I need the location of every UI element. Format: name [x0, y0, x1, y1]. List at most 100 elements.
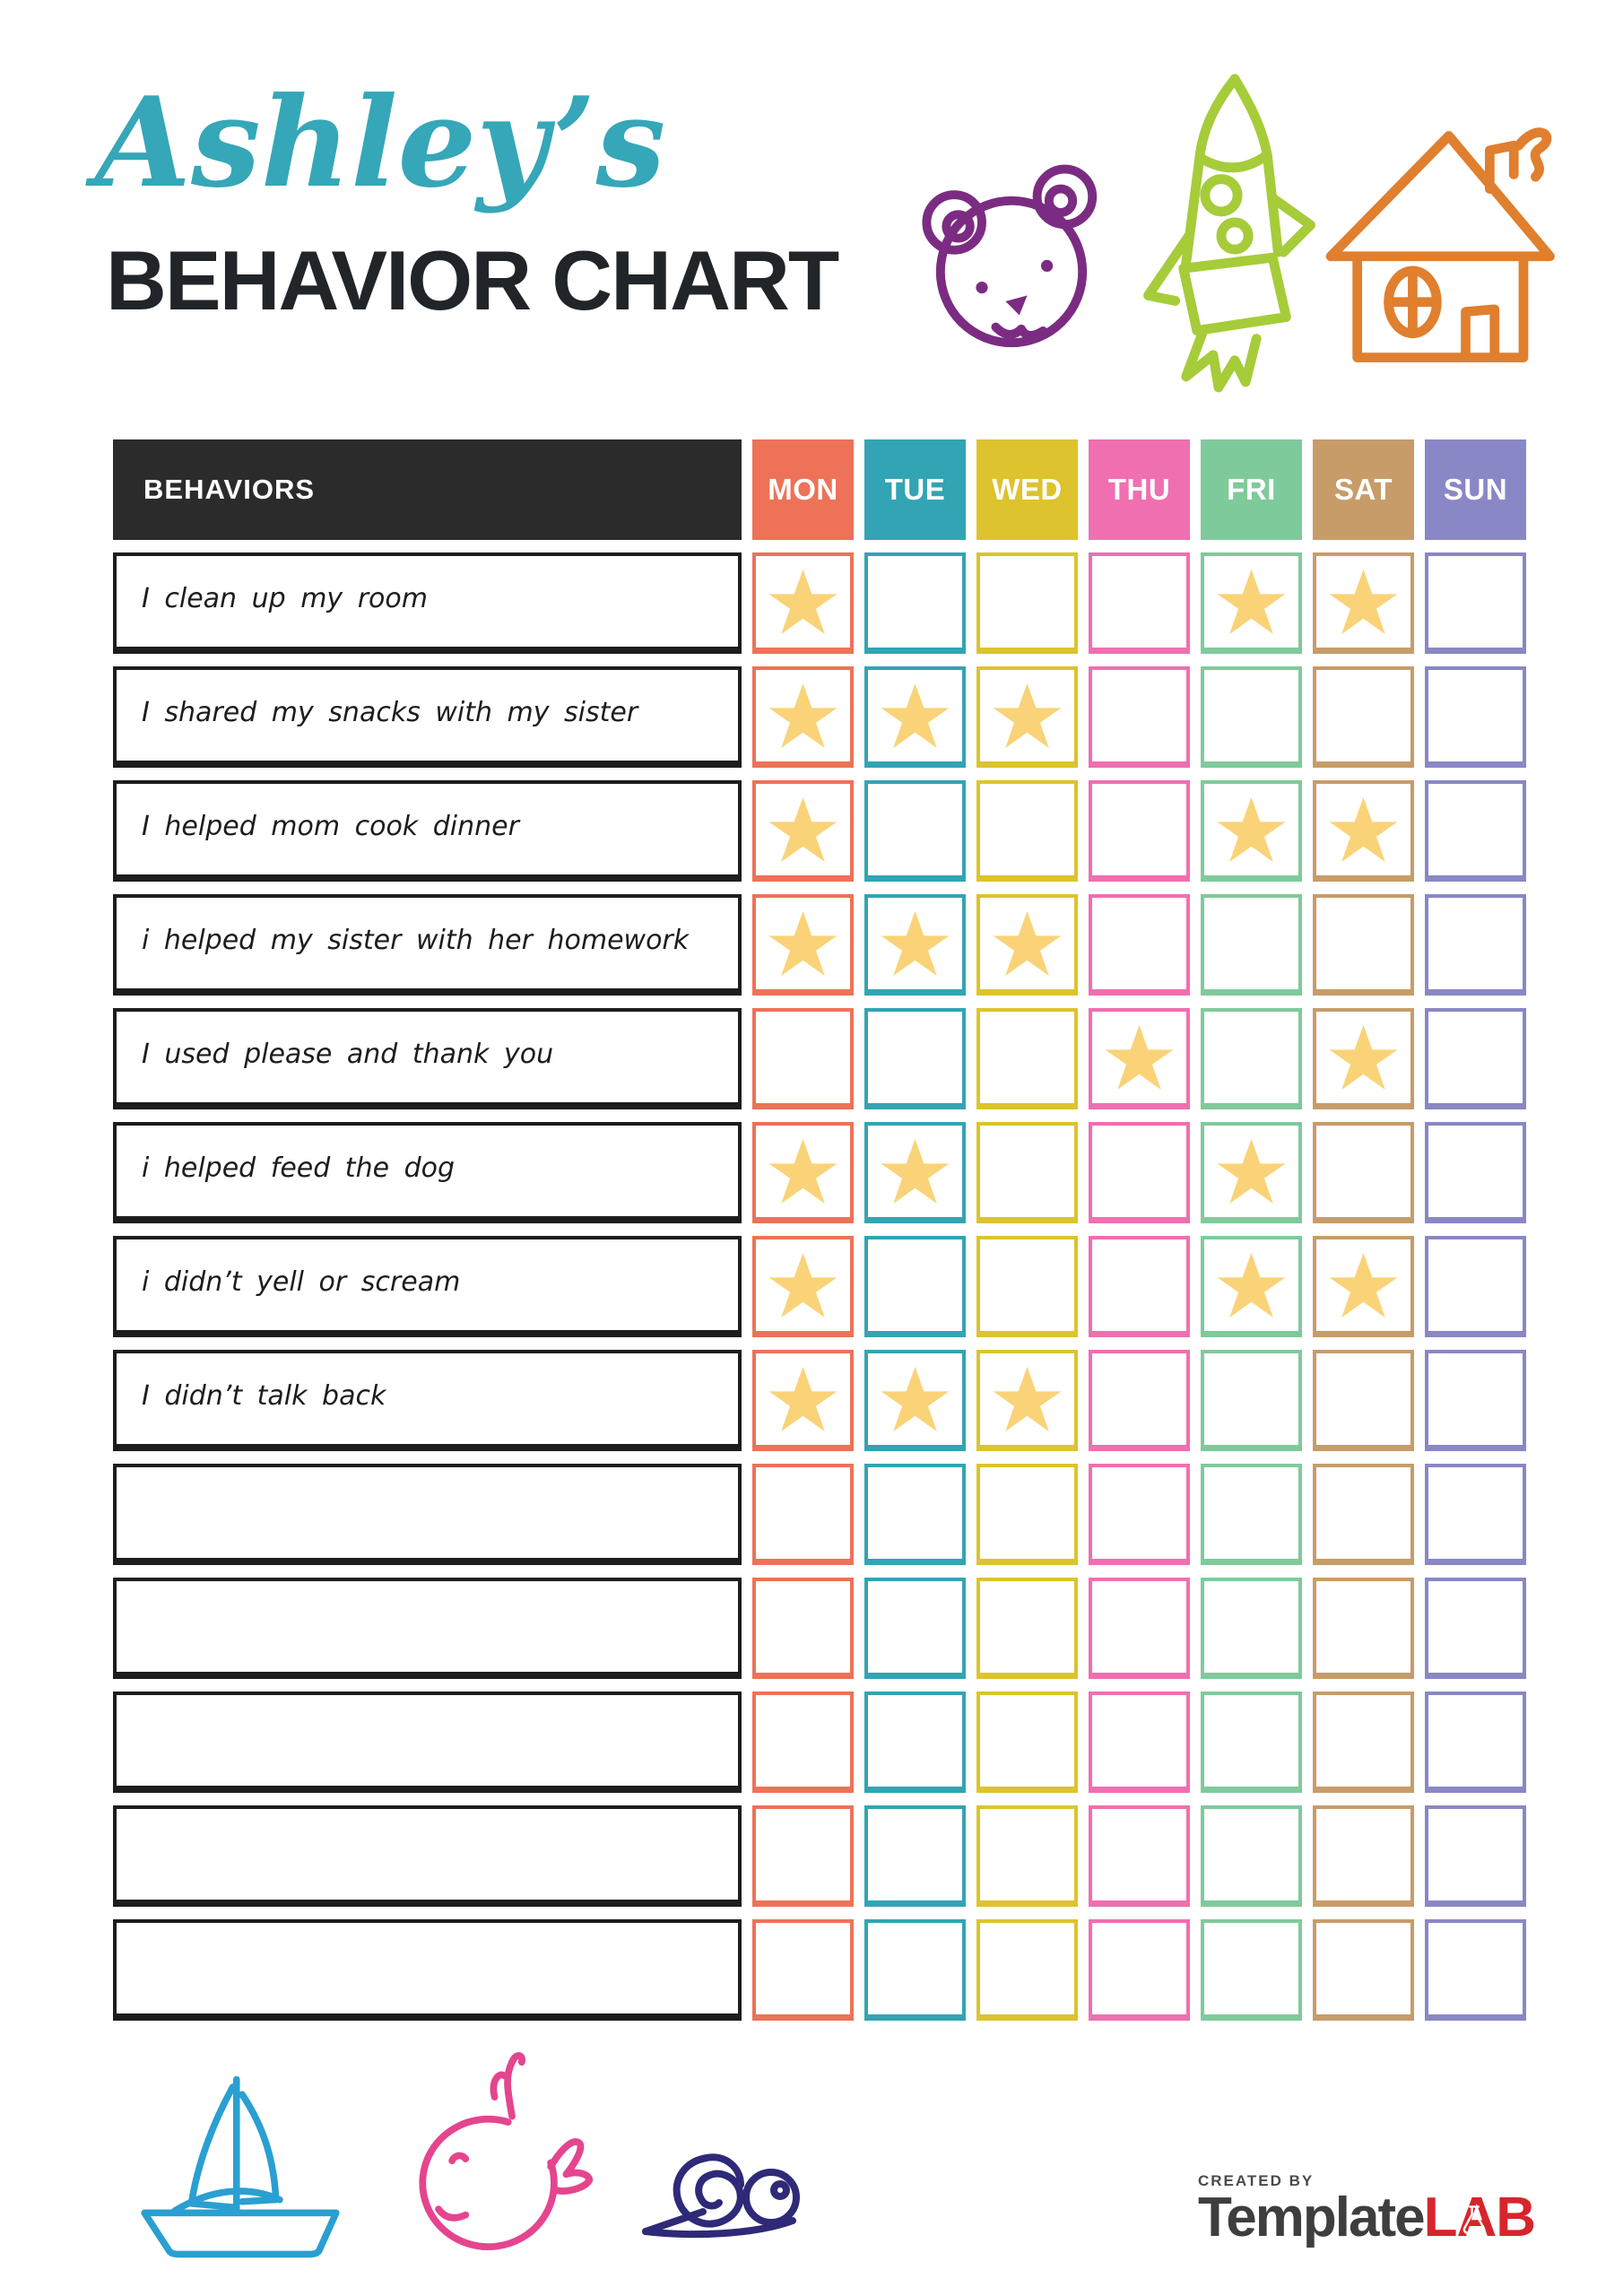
star-icon: [993, 683, 1062, 748]
behavior-row-label-12: [113, 1805, 742, 1907]
behavior-row-label-7: i didn’t yell or scream: [113, 1236, 742, 1337]
behavior-row-label-6: i helped feed the dog: [113, 1122, 742, 1223]
day-cell-sun-row-10: [1425, 1578, 1526, 1679]
star-icon: [768, 683, 838, 748]
page-title: BEHAVIOR CHART: [106, 233, 839, 327]
behavior-row-label-5: I used please and thank you: [113, 1008, 742, 1109]
star-icon: [1217, 797, 1286, 862]
day-cell-fri-row-10: [1201, 1578, 1302, 1679]
whale-doodle-icon: [384, 2047, 615, 2269]
house-doodle-icon: [1316, 115, 1569, 371]
day-cell-wed-row-11: [976, 1692, 1078, 1793]
day-cell-sat-row-4: [1313, 894, 1414, 996]
day-cell-sun-row-8: [1425, 1350, 1526, 1451]
day-cell-fri-row-8: [1201, 1350, 1302, 1451]
day-cell-mon-row-4: [752, 894, 854, 996]
day-cell-sun-row-7: [1425, 1236, 1526, 1337]
day-cell-mon-row-10: [752, 1578, 854, 1679]
day-cell-thu-row-4: [1089, 894, 1190, 996]
day-cell-sat-row-12: [1313, 1805, 1414, 1907]
day-cell-tue-row-8: [864, 1350, 966, 1451]
day-cell-thu-row-2: [1089, 666, 1190, 768]
day-cell-fri-row-3: [1201, 780, 1302, 882]
day-cell-thu-row-6: [1089, 1122, 1190, 1223]
day-cell-wed-row-8: [976, 1350, 1078, 1451]
day-cell-wed-row-4: [976, 894, 1078, 996]
day-cell-mon-row-3: [752, 780, 854, 882]
templatelab-logo: CREATED BY Template L A B: [1198, 2172, 1536, 2248]
day-cell-mon-row-6: [752, 1122, 854, 1223]
star-icon: [881, 683, 950, 748]
day-cell-fri-row-9: [1201, 1464, 1302, 1565]
day-cell-thu-row-1: [1089, 552, 1190, 654]
brand-lab-text: L A B: [1424, 2187, 1536, 2248]
day-cell-wed-row-13: [976, 1919, 1078, 2021]
day-cell-fri-row-5: [1201, 1008, 1302, 1109]
page-title-name: Ashley’s: [95, 69, 666, 215]
day-cell-sun-row-4: [1425, 894, 1526, 996]
day-cell-thu-row-9: [1089, 1464, 1190, 1565]
day-cell-fri-row-1: [1201, 552, 1302, 654]
star-icon: [993, 911, 1062, 976]
day-cell-sat-row-10: [1313, 1578, 1414, 1679]
behaviors-column-header: BEHAVIORS: [113, 439, 742, 540]
day-cell-sun-row-11: [1425, 1692, 1526, 1793]
behavior-row-label-11: [113, 1692, 742, 1793]
star-icon: [768, 1139, 838, 1204]
day-cell-thu-row-11: [1089, 1692, 1190, 1793]
day-cell-wed-row-12: [976, 1805, 1078, 1907]
day-cell-sun-row-3: [1425, 780, 1526, 882]
day-header-sun: SUN: [1425, 439, 1526, 540]
sailboat-doodle-icon: [133, 2068, 350, 2266]
day-cell-sun-row-5: [1425, 1008, 1526, 1109]
day-cell-sat-row-3: [1313, 780, 1414, 882]
day-cell-sat-row-13: [1313, 1919, 1414, 2021]
day-cell-sun-row-6: [1425, 1122, 1526, 1223]
day-cell-mon-row-5: [752, 1008, 854, 1109]
star-icon: [881, 1139, 950, 1204]
day-header-fri: FRI: [1201, 439, 1302, 540]
brand-letter-a: A: [1456, 2187, 1497, 2248]
rocket-doodle-icon: [1132, 68, 1322, 393]
day-cell-thu-row-5: [1089, 1008, 1190, 1109]
day-cell-fri-row-2: [1201, 666, 1302, 768]
star-icon: [1329, 797, 1398, 862]
day-cell-fri-row-7: [1201, 1236, 1302, 1337]
day-cell-fri-row-11: [1201, 1692, 1302, 1793]
day-cell-sun-row-2: [1425, 666, 1526, 768]
day-cell-tue-row-9: [864, 1464, 966, 1565]
day-cell-sun-row-12: [1425, 1805, 1526, 1907]
star-icon: [768, 1253, 838, 1318]
day-cell-sun-row-9: [1425, 1464, 1526, 1565]
behavior-row-label-2: I shared my snacks with my sister: [113, 666, 742, 768]
day-cell-tue-row-11: [864, 1692, 966, 1793]
day-cell-sun-row-13: [1425, 1919, 1526, 2021]
day-cell-mon-row-11: [752, 1692, 854, 1793]
day-cell-thu-row-3: [1089, 780, 1190, 882]
star-icon: [1105, 1025, 1174, 1090]
day-cell-tue-row-3: [864, 780, 966, 882]
day-cell-wed-row-2: [976, 666, 1078, 768]
behavior-row-label-8: I didn’t talk back: [113, 1350, 742, 1451]
star-icon: [768, 911, 838, 976]
flask-icon: [1463, 2205, 1486, 2234]
day-cell-tue-row-4: [864, 894, 966, 996]
snail-doodle-icon: [628, 2122, 843, 2257]
day-cell-sat-row-9: [1313, 1464, 1414, 1565]
day-cell-thu-row-10: [1089, 1578, 1190, 1679]
day-cell-wed-row-9: [976, 1464, 1078, 1565]
day-cell-wed-row-10: [976, 1578, 1078, 1679]
star-icon: [768, 797, 838, 862]
day-cell-sat-row-8: [1313, 1350, 1414, 1451]
day-cell-wed-row-1: [976, 552, 1078, 654]
day-cell-mon-row-1: [752, 552, 854, 654]
star-icon: [1217, 570, 1286, 634]
day-header-sat: SAT: [1313, 439, 1414, 540]
behavior-row-label-4: i helped my sister with her homework: [113, 894, 742, 996]
day-cell-mon-row-7: [752, 1236, 854, 1337]
star-icon: [881, 1367, 950, 1431]
day-cell-fri-row-12: [1201, 1805, 1302, 1907]
day-cell-sat-row-1: [1313, 552, 1414, 654]
day-cell-tue-row-10: [864, 1578, 966, 1679]
